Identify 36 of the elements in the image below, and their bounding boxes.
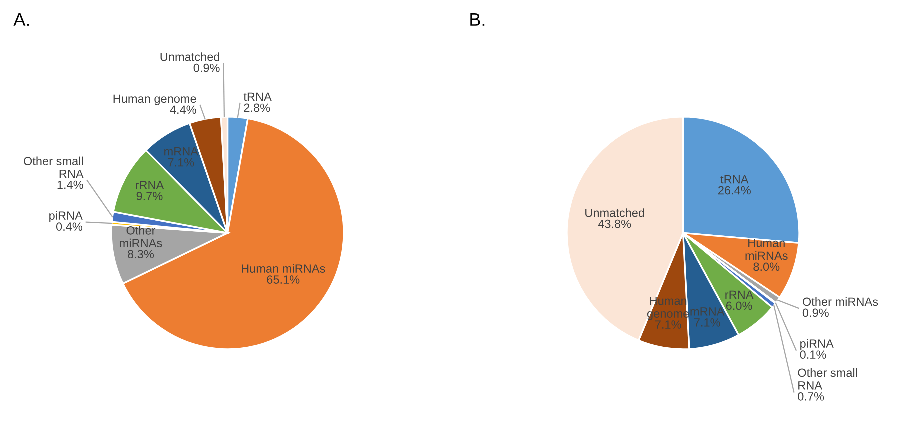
data-label: 9.7%	[136, 192, 163, 200]
data-label: 65.1%	[267, 276, 300, 284]
data-label: 0.9%	[194, 64, 220, 72]
slice-label: rRNA	[136, 181, 164, 190]
slice-label: Human genome	[114, 94, 196, 106]
slice-label: Human miRNAs	[242, 264, 326, 273]
data-label: 0.1%	[800, 350, 826, 360]
slice-label: tRNA	[720, 175, 749, 184]
data-label: 8.3%	[128, 250, 154, 259]
data-label: 26.4%	[718, 186, 751, 195]
data-label: 0.7%	[798, 392, 824, 401]
slice-label: Other small RNA	[24, 156, 84, 178]
data-label: 1.4%	[58, 180, 84, 190]
data-label: 2.8%	[244, 104, 270, 112]
data-label: 6.0%	[726, 302, 752, 310]
slice-label: mRNA	[690, 308, 725, 316]
data-label: 43.8%	[598, 220, 632, 228]
slice-label: Other miRNAs	[802, 297, 878, 306]
slice-label: piRNA	[800, 339, 834, 350]
data-label: 7.1%	[656, 320, 682, 329]
slice-label: piRNA	[50, 211, 83, 222]
slice-label: Unmatched	[586, 208, 644, 218]
chart-title: B.	[470, 13, 485, 26]
data-label: 7.1%	[168, 158, 194, 167]
data-label: 4.4%	[170, 106, 196, 114]
chart-title: A.	[14, 13, 30, 26]
slice-label: tRNA	[244, 92, 272, 102]
data-label: 8.0%	[754, 262, 780, 272]
data-label: 7.1%	[694, 318, 720, 327]
data-label: 0.9%	[802, 308, 829, 318]
slice-label: rRNA	[726, 290, 754, 300]
slice-label: mRNA	[164, 148, 199, 156]
slice-label: Other small RNA	[798, 368, 858, 390]
slice-label: Human miRNAs	[746, 239, 788, 260]
data-label: 0.4%	[56, 222, 83, 232]
slice-label: Unmatched	[160, 52, 220, 62]
